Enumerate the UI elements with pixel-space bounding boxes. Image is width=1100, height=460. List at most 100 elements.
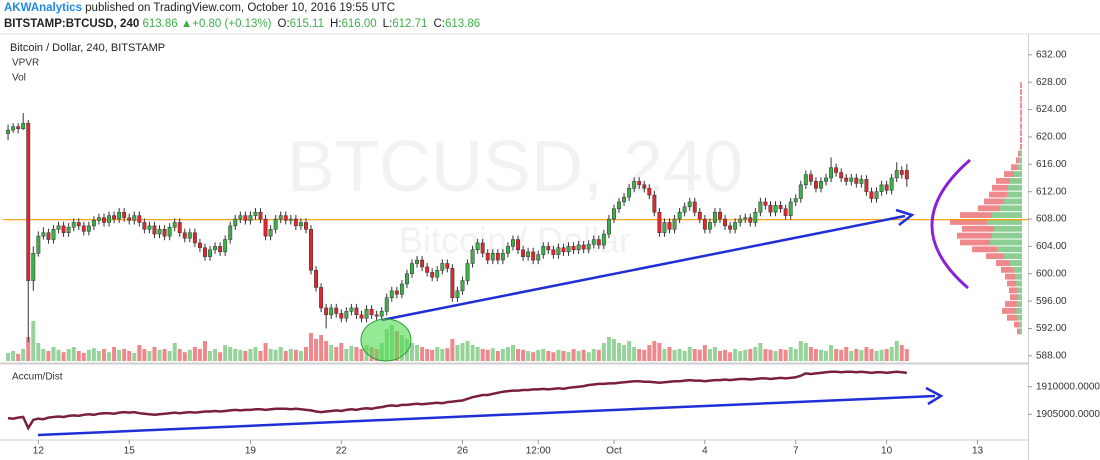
volume-bar <box>167 351 172 361</box>
volume-bar <box>733 349 738 361</box>
volume-bar <box>36 343 41 361</box>
candle-body <box>152 225 157 235</box>
volume-bar <box>314 339 319 361</box>
candle-body <box>112 215 117 220</box>
volume-bar <box>874 351 879 361</box>
volume-bar <box>485 349 490 361</box>
candle-body <box>763 201 768 206</box>
candle-body <box>288 218 293 221</box>
ohlc-value: 613.86 <box>444 18 481 30</box>
volume-bar <box>778 349 783 361</box>
volume-bar <box>86 349 91 361</box>
candle-body <box>167 226 172 237</box>
candle-body <box>61 225 66 233</box>
candle-body <box>894 170 899 179</box>
candle-body <box>410 263 414 275</box>
candle-body <box>127 217 132 221</box>
vpvr-down <box>1001 266 1013 273</box>
candle-body <box>107 215 111 223</box>
vpvr-down <box>1018 150 1020 157</box>
vpvr-up <box>994 225 1022 232</box>
y-tick-label: 1910000.0000 <box>1036 381 1100 392</box>
vpvr-up <box>1021 102 1022 109</box>
vpvr-down <box>996 260 1010 266</box>
volume-bar <box>197 349 202 361</box>
candle-body <box>505 246 510 254</box>
volume-bar <box>839 349 844 361</box>
volume-bar <box>829 345 834 361</box>
x-tick-label: 10 <box>881 446 893 457</box>
ohlc-key: O: <box>277 18 290 30</box>
candle-body <box>571 246 576 251</box>
candle-body <box>142 222 147 230</box>
candle-body <box>647 187 652 196</box>
volume-bar <box>16 353 21 361</box>
candle-body <box>359 314 364 319</box>
indicator-label: Vol <box>12 73 26 84</box>
author-link[interactable]: AKWAnalytics <box>4 2 82 14</box>
volume-highlight <box>360 318 412 362</box>
candle-body <box>788 201 793 216</box>
candle-body <box>394 290 399 295</box>
volume-bar <box>899 345 904 361</box>
volume-bar <box>11 351 16 361</box>
volume-bar <box>748 349 753 361</box>
candle-body <box>172 222 177 228</box>
volume-bar <box>6 353 11 361</box>
candle-body <box>904 170 909 180</box>
volume-bar <box>334 347 339 361</box>
vpvr-down <box>1005 301 1017 307</box>
candle-body <box>672 218 677 230</box>
volume-bar <box>753 347 758 361</box>
volume-bar <box>187 349 192 361</box>
vpvr-up <box>1021 95 1022 102</box>
volume-bar <box>445 348 450 361</box>
vpvr-up <box>1021 136 1022 143</box>
candle-body <box>404 273 409 285</box>
volume-bar <box>904 349 909 361</box>
candle-body <box>440 263 445 271</box>
volume-bar <box>510 345 515 361</box>
volume-bar <box>642 349 647 361</box>
vpvr-down <box>962 225 994 232</box>
candle-body <box>455 290 460 298</box>
candle-body <box>31 252 36 281</box>
candle-body <box>657 211 662 233</box>
profile-bracket <box>930 158 971 290</box>
candle-body <box>480 242 485 254</box>
candle-body <box>430 272 435 278</box>
y-tick-label: 596.00 <box>1036 296 1067 307</box>
y-tick-label: 600.00 <box>1036 268 1067 279</box>
volume-bar <box>258 351 263 361</box>
candle-body <box>869 191 874 199</box>
volume-bar <box>808 347 813 361</box>
candle-body <box>218 246 223 253</box>
candle-body <box>319 287 324 309</box>
ad-line <box>7 370 907 431</box>
header: AKWAnalytics published on TradingView.co… <box>4 0 480 32</box>
volume-bar <box>56 349 61 361</box>
candle-body <box>389 290 394 298</box>
volume-bar <box>349 345 354 361</box>
candle-body <box>844 177 849 182</box>
volume-bar <box>177 349 182 361</box>
candle-body <box>697 211 702 220</box>
vpvr-up <box>1019 157 1022 164</box>
volume-bar <box>556 349 561 361</box>
candle-body <box>36 235 41 254</box>
candle-body <box>399 283 404 295</box>
volume-bar <box>81 353 86 361</box>
candle-body <box>808 174 813 182</box>
volume-bar <box>879 349 884 361</box>
volume-bar <box>576 351 581 361</box>
volume-bar <box>470 345 475 361</box>
candle-body <box>238 215 243 220</box>
candle-body <box>652 194 657 213</box>
volume-bar <box>243 351 248 361</box>
volume-bar <box>233 349 238 361</box>
volume-bar <box>889 347 894 361</box>
candle-body <box>783 208 788 216</box>
y-tick-label: 612.00 <box>1036 186 1067 197</box>
vpvr-down <box>1016 157 1019 164</box>
volume-bar <box>440 349 445 361</box>
